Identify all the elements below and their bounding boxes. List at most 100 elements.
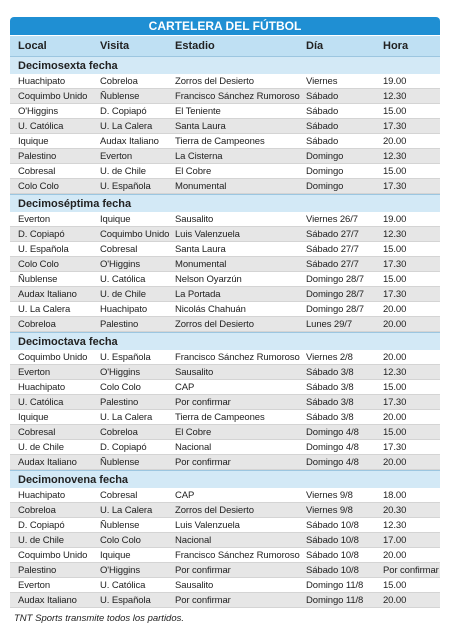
cell: U. Católica xyxy=(18,121,64,132)
cell: U. La Calera xyxy=(100,505,153,516)
cell: Ñublense xyxy=(100,520,140,531)
cell: Por confirmar xyxy=(175,565,231,576)
cell: Coquimbo Unido xyxy=(100,229,170,240)
cell: Domingo 4/8 xyxy=(306,457,359,468)
cell: Cobreloa xyxy=(18,319,56,330)
cell: Nacional xyxy=(175,442,212,453)
cell: U. Española xyxy=(100,352,151,363)
cell: Palestino xyxy=(18,151,57,162)
cell: Huachipato xyxy=(18,76,66,87)
cell: Luis Valenzuela xyxy=(175,229,240,240)
cell: Monumental xyxy=(175,259,227,270)
cell: 15.00 xyxy=(383,580,407,591)
cell: CAP xyxy=(175,382,195,393)
cell: Sausalito xyxy=(175,367,214,378)
cell: Lunes 29/7 xyxy=(306,319,353,330)
column-header: Visita xyxy=(100,40,130,52)
section-name: Decimoctava fecha xyxy=(18,336,118,348)
match-row: U. de Chile D. Copiapó Nacional Domingo 4/8… xyxy=(10,440,440,455)
cell: Sausalito xyxy=(175,214,214,225)
cell: Sábado 3/8 xyxy=(306,412,354,423)
match-row: Iquique Audax Italiano Tierra de Campeones… xyxy=(10,134,440,149)
match-row: U. Católica U. La Calera Santa Laura Sábado… xyxy=(10,119,440,134)
cell: 17.30 xyxy=(383,259,407,270)
cell: 20.00 xyxy=(383,595,407,606)
cell: Sábado 10/8 xyxy=(306,520,359,531)
cell: Zorros del Desierto xyxy=(175,505,254,516)
cell: Francisco Sánchez Rumoroso xyxy=(175,91,300,102)
cell: U. de Chile xyxy=(18,535,64,546)
cell: Huachipato xyxy=(18,490,66,501)
cell: Sábado 10/8 xyxy=(306,535,359,546)
cell: 15.00 xyxy=(383,382,407,393)
cell: Francisco Sánchez Rumoroso xyxy=(175,352,300,363)
match-row: O'Higgins D. Copiapó El Teniente Sábado 15.0… xyxy=(10,104,440,119)
cell: 17.00 xyxy=(383,535,407,546)
cell: U. La Calera xyxy=(18,304,71,315)
cell: O'Higgins xyxy=(18,106,58,117)
cell: 17.30 xyxy=(383,397,407,408)
cell: Colo Colo xyxy=(18,259,59,270)
cell: Cobreloa xyxy=(100,76,138,87)
cell: 17.30 xyxy=(383,121,407,132)
cell: Audax Italiano xyxy=(18,289,77,300)
cell: Ñublense xyxy=(100,457,140,468)
cell: Audax Italiano xyxy=(18,457,77,468)
cell: U. Española xyxy=(18,244,69,255)
match-row: Huachipato Colo Colo CAP Sábado 3/8 15.00 xyxy=(10,380,440,395)
cell: U. Católica xyxy=(100,274,146,285)
cell: Sausalito xyxy=(175,580,214,591)
cell: Ñublense xyxy=(18,274,58,285)
cell: 17.30 xyxy=(383,289,407,300)
match-row: Everton Iquique Sausalito Viernes 26/7 19.00 xyxy=(10,212,440,227)
cell: 20.30 xyxy=(383,505,407,516)
cell: Sábado xyxy=(306,91,339,102)
cell: Domingo 11/8 xyxy=(306,595,364,606)
cell: Sábado 3/8 xyxy=(306,382,354,393)
cell: Domingo xyxy=(306,181,344,192)
cell: Domingo xyxy=(306,166,344,177)
cell: Sábado xyxy=(306,121,339,132)
section-header: Decimonovena fecha xyxy=(10,470,440,488)
cell: Santa Laura xyxy=(175,244,226,255)
cell: Audax Italiano xyxy=(18,595,77,606)
cell: U. Española xyxy=(100,595,151,606)
cell: Viernes 26/7 xyxy=(306,214,358,225)
match-row: Coquimbo Unido Iquique Francisco Sánchez R… xyxy=(10,548,440,563)
cell: Palestino xyxy=(100,397,139,408)
cell: Cobresal xyxy=(100,244,138,255)
cell: Cobreloa xyxy=(100,427,138,438)
match-row: D. Copiapó Ñublense Luis Valenzuela Sábado … xyxy=(10,518,440,533)
cell: Sábado 10/8 xyxy=(306,565,359,576)
cell: Monumental xyxy=(175,181,227,192)
cell: Por confirmar xyxy=(383,565,439,576)
match-row: Everton U. Católica Sausalito Domingo 11/8 1… xyxy=(10,578,440,593)
cell: Coquimbo Unido xyxy=(18,550,88,561)
cell: Por confirmar xyxy=(175,457,231,468)
match-row: Coquimbo Unido Ñublense Francisco Sánchez … xyxy=(10,89,440,104)
cell: El Teniente xyxy=(175,106,221,117)
cell: 17.30 xyxy=(383,181,407,192)
cell: 15.00 xyxy=(383,244,407,255)
cell: Palestino xyxy=(18,565,57,576)
cell: El Cobre xyxy=(175,427,212,438)
match-row: Everton O'Higgins Sausalito Sábado 3/8 12.30 xyxy=(10,365,440,380)
cell: U. de Chile xyxy=(18,442,64,453)
match-row: Huachipato Cobresal CAP Viernes 9/8 18.00 xyxy=(10,488,440,503)
cell: Domingo xyxy=(306,151,344,162)
match-row: U. La Calera Huachipato Nicolás Chahuán Dom… xyxy=(10,302,440,317)
footer-note: TNT Sports transmite todos los partidos. xyxy=(14,613,185,624)
cell: Domingo 4/8 xyxy=(306,427,359,438)
match-row: Palestino O'Higgins Por confirmar Sábado 10… xyxy=(10,563,440,578)
cell: 20.00 xyxy=(383,136,407,147)
cell: 19.00 xyxy=(383,76,407,87)
cell: 20.00 xyxy=(383,412,407,423)
cell: Sábado xyxy=(306,106,339,117)
match-row: U. Española Cobresal Santa Laura Sábado 27/… xyxy=(10,242,440,257)
section-name: Decimosexta fecha xyxy=(18,60,118,72)
cell: 18.00 xyxy=(383,490,407,501)
cell: Iquique xyxy=(100,550,131,561)
cell: Coquimbo Unido xyxy=(18,352,88,363)
cell: Palestino xyxy=(100,319,139,330)
